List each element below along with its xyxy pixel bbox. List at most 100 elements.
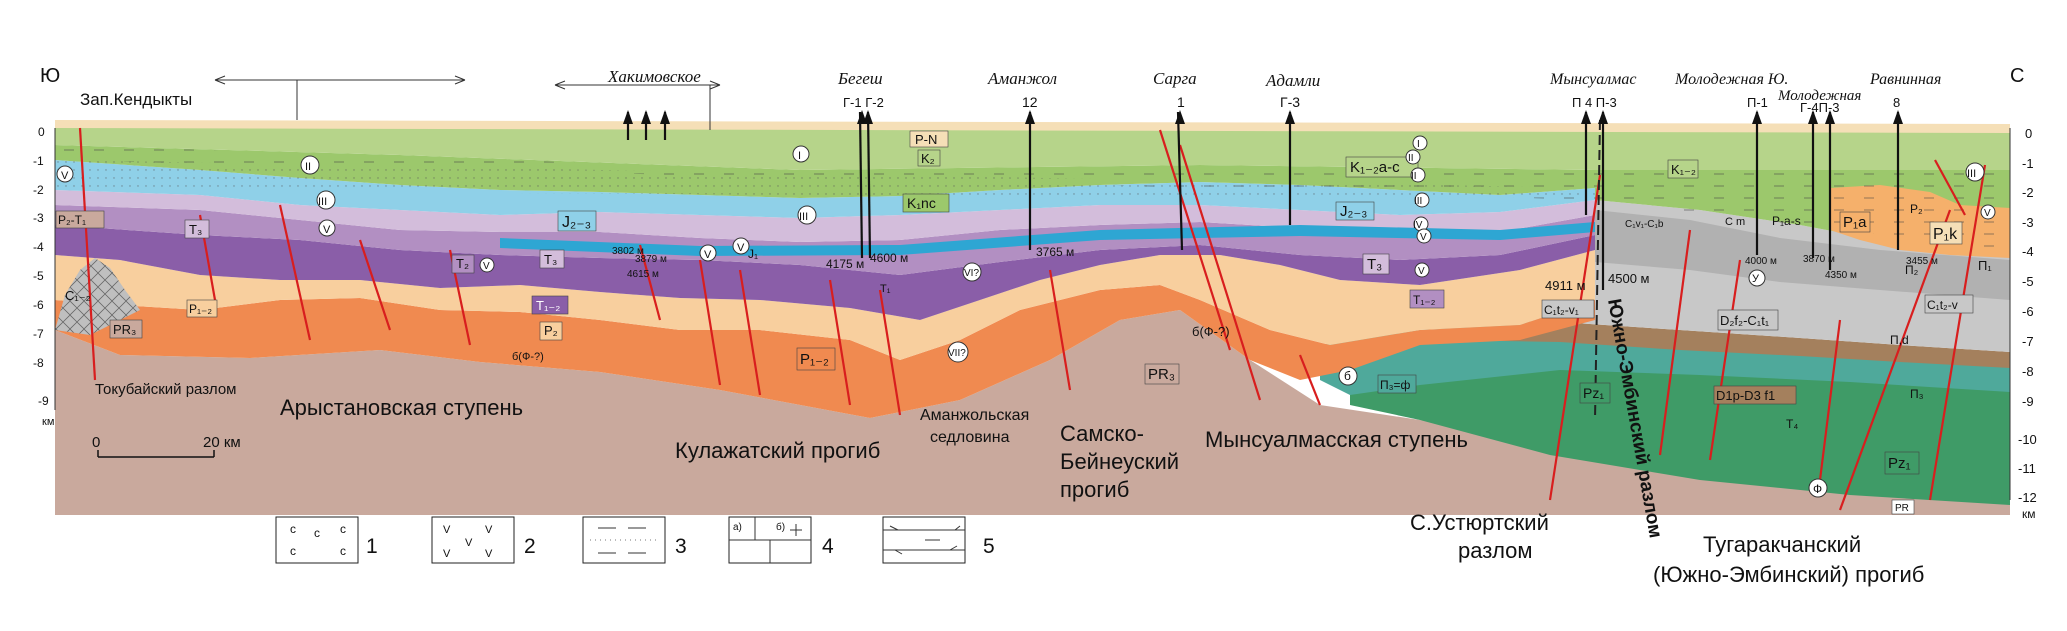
svg-text:III: III — [1967, 168, 1976, 180]
svg-text:P₁a-s: P₁a-s — [1772, 214, 1801, 228]
label-hakimovskoe: Хакимовское — [607, 67, 701, 86]
svg-text:K₁nc: K₁nc — [907, 195, 936, 211]
field-labels: Зап.Кендыкты Хакимовское Бегеш Г-1 Г-2 А… — [80, 67, 1941, 115]
svg-text:а): а) — [733, 522, 742, 533]
svg-text:разлом: разлом — [1458, 538, 1533, 563]
legend-item-4: а) б) 4 — [728, 516, 834, 564]
svg-text:-10: -10 — [2018, 432, 2037, 447]
svg-text:C₁t₂-v: C₁t₂-v — [1927, 298, 1958, 312]
fault-line — [1178, 144, 1262, 401]
yuzhno-emba-fault-line — [1594, 119, 1601, 421]
svg-text:-1: -1 — [2022, 156, 2034, 171]
svg-text:20 км: 20 км — [203, 434, 241, 451]
layer-grey-dark — [1595, 210, 2010, 300]
fault-line — [878, 289, 902, 416]
svg-text:C₁v₁-C₁b: C₁v₁-C₁b — [1625, 219, 1664, 230]
fault-line — [698, 259, 722, 386]
svg-text:П₃: П₃ — [1910, 387, 1924, 401]
svg-text:V: V — [1420, 232, 1427, 243]
fault-line — [1928, 164, 1987, 501]
svg-text:(Южно-Эмбинский) прогиб: (Южно-Эмбинский) прогиб — [1653, 562, 1924, 587]
svg-text:-9: -9 — [2022, 394, 2034, 409]
svg-text:P-N: P-N — [915, 132, 937, 147]
label-adamli: Адамли — [1265, 71, 1320, 90]
svg-text:3870 м: 3870 м — [1803, 254, 1835, 265]
svg-text:K₁₋₂a-c: K₁₋₂a-c — [1350, 159, 1400, 176]
fault-line — [1838, 209, 1952, 511]
compass-south: Ю — [40, 65, 60, 87]
svg-text:Т₄: Т₄ — [1786, 417, 1798, 431]
legend-item-3: 3 — [582, 516, 687, 564]
svg-text:1: 1 — [366, 535, 378, 558]
svg-text:4500 м: 4500 м — [1608, 271, 1650, 286]
scale-bar: 0 20 км — [92, 434, 241, 458]
horizon-markers: I II III III I II II III IV V V III V V … — [56, 135, 1996, 278]
svg-text:VI?: VI? — [964, 268, 979, 279]
fault-line — [738, 269, 762, 396]
layer-triassic — [55, 205, 1595, 275]
legend-item-2: V V V V V 2 — [431, 516, 536, 564]
fault-line — [1548, 174, 1602, 501]
label-amanzhol-saddle: Аманжольская — [920, 407, 1029, 424]
fault-line — [278, 204, 312, 341]
svg-text:П-1: П-1 — [1747, 95, 1768, 110]
svg-text:5: 5 — [983, 535, 995, 558]
label-mynsualmas-step: Мынсуалмасская ступень — [1205, 427, 1468, 452]
svg-text:Pz₁: Pz₁ — [1583, 385, 1604, 401]
svg-text:П,d: П,d — [1890, 333, 1909, 347]
svg-text:PR₃: PR₃ — [113, 322, 136, 337]
svg-text:прогиб: прогиб — [1060, 477, 1129, 502]
svg-text:-4: -4 — [2022, 244, 2034, 259]
svg-text:V: V — [704, 249, 712, 261]
svg-text:0: 0 — [92, 434, 100, 451]
svg-text:P₁k: P₁k — [1933, 226, 1958, 243]
label-amanzhol: Аманжол — [987, 69, 1057, 88]
svg-text:-8: -8 — [2022, 364, 2034, 379]
svg-text:VII?: VII? — [948, 348, 966, 359]
svg-text:V: V — [61, 170, 69, 182]
svg-text:4175 м: 4175 м — [826, 257, 864, 271]
layer-teal — [1320, 325, 2010, 395]
svg-text:12: 12 — [1022, 94, 1038, 110]
fault-line — [1708, 259, 1742, 461]
layer-jurassic — [55, 160, 1595, 218]
svg-text:III: III — [318, 196, 327, 208]
svg-text:седловина: седловина — [930, 429, 1010, 446]
svg-text:4911 м: 4911 м — [1545, 278, 1586, 293]
svg-text:-1: -1 — [33, 154, 44, 168]
svg-text:-2: -2 — [2022, 185, 2034, 200]
svg-text:PR: PR — [1895, 503, 1909, 514]
fault-line — [1048, 269, 1072, 391]
svg-text:P₂: P₂ — [1910, 202, 1923, 216]
fault-line — [828, 279, 852, 406]
wells — [626, 111, 1900, 290]
fault-line — [638, 244, 662, 321]
layer-jurassic-dark — [500, 222, 1595, 256]
svg-text:PR₃: PR₃ — [1148, 366, 1175, 383]
svg-text:T₃: T₃ — [189, 222, 202, 237]
svg-text:c: c — [290, 544, 296, 558]
label-samsko-trough: Самско- — [1060, 421, 1144, 446]
layer-triassic-light — [55, 190, 1595, 242]
label-sarga: Сарга — [1153, 69, 1197, 88]
svg-text:-4: -4 — [33, 240, 44, 254]
svg-text:D₂f₂-C₁t₁: D₂f₂-C₁t₁ — [1720, 313, 1770, 328]
svg-text:IV: IV — [1413, 220, 1423, 231]
label-tokubay-fault: Токубайский разлом — [95, 381, 237, 398]
depth-ticks-left: 0 -1 -2 -3 -4 -5 -6 -7 -8 -9 — [33, 125, 49, 408]
svg-text:V: V — [483, 261, 490, 272]
svg-text:4615 м: 4615 м — [627, 269, 659, 280]
strata-labels: P-N K₂ K₁nc K₁₋₂a-c K₁₋₂ J₂₋₃ J₂₋₃ J₁ T₃… — [55, 130, 1992, 515]
strata-layers — [55, 120, 2010, 515]
label-kulazhat-trough: Кулажатский прогиб — [675, 438, 880, 463]
svg-text:-3: -3 — [33, 211, 44, 225]
svg-text:C₁₋₂: C₁₋₂ — [65, 288, 91, 303]
svg-text:0: 0 — [38, 125, 45, 139]
label-zap-kendykty: Зап.Кендыкты — [80, 90, 192, 109]
svg-text:П₃=ф: П₃=ф — [1380, 378, 1411, 392]
svg-text:-9: -9 — [38, 394, 49, 408]
svg-text:I: I — [1417, 139, 1420, 150]
depth-marks: 3802 м 3879 м 4615 м 4175 м 4600 м 3765 … — [612, 245, 1938, 293]
svg-text:V: V — [323, 224, 331, 236]
svg-text:Г-1 Г-2: Г-1 Г-2 — [843, 95, 884, 110]
